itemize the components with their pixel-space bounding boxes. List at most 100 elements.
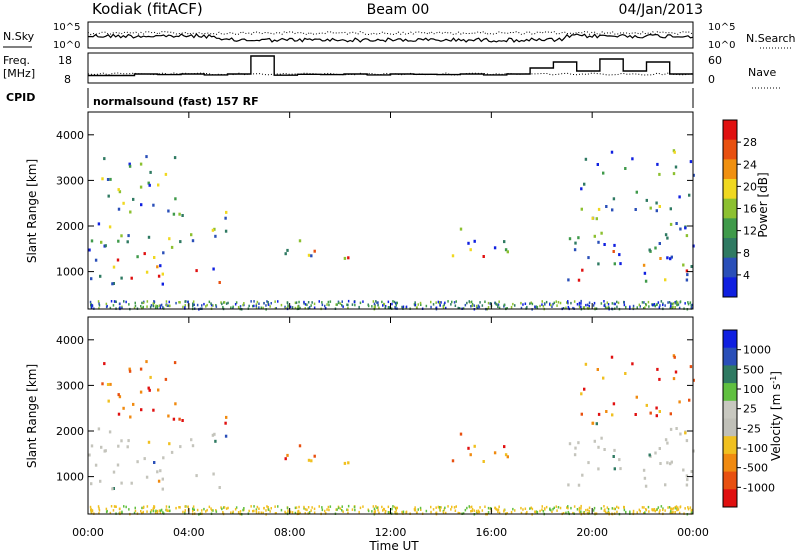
power-cell bbox=[451, 254, 455, 258]
velocity-cell bbox=[607, 508, 610, 511]
velocity-cell bbox=[471, 509, 473, 513]
power-cell bbox=[286, 301, 289, 305]
velocity-cell bbox=[462, 512, 465, 515]
power-cell bbox=[89, 300, 92, 304]
power-cell bbox=[284, 252, 287, 256]
velocity-cell bbox=[160, 508, 163, 512]
power-cell bbox=[287, 304, 289, 307]
power-cell bbox=[210, 302, 212, 305]
colorbar-segment bbox=[723, 436, 737, 455]
velocity-cell bbox=[263, 507, 265, 510]
power-cell bbox=[487, 301, 490, 305]
power-cell bbox=[117, 188, 120, 192]
velocity-cell bbox=[445, 511, 447, 515]
velocity-cell bbox=[550, 508, 552, 512]
velocity-echoes bbox=[88, 354, 695, 516]
velocity-cell bbox=[466, 506, 468, 510]
velocity-cell bbox=[691, 508, 694, 512]
power-cell bbox=[220, 301, 222, 304]
power-cell bbox=[466, 301, 468, 305]
velocity-cell bbox=[225, 507, 228, 510]
velocity-cell bbox=[289, 510, 292, 514]
power-y-ticks: 1000 2000 3000 4000 bbox=[56, 129, 693, 279]
velocity-cell bbox=[580, 504, 582, 508]
velocity-cell bbox=[577, 441, 580, 445]
velocity-cell bbox=[611, 507, 614, 510]
velocity-cell bbox=[374, 509, 376, 512]
velocity-cell bbox=[638, 508, 641, 512]
colorbar-segment bbox=[723, 471, 737, 490]
power-cell bbox=[596, 163, 599, 166]
velocity-cell bbox=[439, 509, 441, 512]
power-panel: Slant Range [km] 1000 2000 3000 4000 4 8 12 16… bbox=[25, 111, 770, 311]
velocity-cell bbox=[597, 445, 600, 449]
power-cell bbox=[159, 264, 162, 268]
power-cell bbox=[294, 306, 297, 310]
power-cell bbox=[471, 303, 474, 306]
velocity-cell bbox=[179, 445, 182, 449]
power-cell bbox=[112, 282, 115, 285]
power-cell bbox=[675, 302, 677, 305]
power-cell bbox=[106, 178, 110, 181]
power-cell bbox=[414, 303, 416, 307]
colorbar-tick-label: 100 bbox=[743, 383, 764, 396]
velocity-cell bbox=[184, 509, 186, 512]
power-cell bbox=[603, 304, 605, 307]
power-cell bbox=[377, 303, 379, 307]
velocity-cell bbox=[468, 505, 470, 508]
velocity-cell bbox=[459, 432, 463, 436]
power-cell bbox=[638, 303, 641, 307]
velocity-cell bbox=[362, 505, 364, 508]
velocity-cell bbox=[374, 510, 376, 514]
power-cell bbox=[255, 306, 258, 309]
velocity-cell bbox=[110, 505, 113, 508]
power-cell bbox=[223, 301, 225, 304]
colorbar-tick-label: 1000 bbox=[743, 344, 771, 357]
power-cell bbox=[479, 301, 481, 304]
velocity-cell bbox=[307, 458, 311, 462]
power-cell bbox=[664, 233, 668, 237]
velocity-cell bbox=[142, 510, 144, 514]
velocity-cell bbox=[341, 505, 343, 508]
velocity-cell bbox=[311, 506, 313, 509]
velocity-cell bbox=[669, 462, 672, 466]
power-cell bbox=[389, 306, 391, 309]
noise-panel: N.Sky 10^5 10^0 10^5 10^0 N.Search bbox=[3, 21, 796, 51]
power-cell bbox=[285, 307, 287, 310]
velocity-cell bbox=[479, 506, 481, 509]
velocity-cell bbox=[471, 508, 474, 511]
power-cell bbox=[358, 305, 360, 309]
power-cell bbox=[193, 303, 195, 306]
power-cell bbox=[600, 231, 603, 235]
power-cell bbox=[125, 300, 127, 304]
power-cell bbox=[105, 305, 108, 309]
power-cell bbox=[172, 212, 176, 216]
power-cell bbox=[612, 197, 616, 201]
power-cell bbox=[550, 303, 552, 307]
power-cell bbox=[635, 190, 638, 194]
velocity-cell bbox=[588, 512, 590, 515]
power-cell bbox=[376, 301, 378, 304]
velocity-cell bbox=[210, 508, 213, 512]
noise-search-series bbox=[87, 30, 694, 36]
velocity-cell bbox=[225, 415, 228, 419]
velocity-cell bbox=[669, 510, 672, 513]
colorbar-segment bbox=[723, 489, 737, 508]
power-cell bbox=[636, 306, 638, 309]
velocity-cell bbox=[181, 419, 184, 422]
power-cell bbox=[583, 182, 586, 186]
velocity-cell bbox=[666, 441, 669, 445]
velocity-cell bbox=[153, 461, 156, 464]
velocity-cell bbox=[573, 453, 577, 457]
velocity-cell bbox=[392, 505, 394, 508]
velocity-cell bbox=[631, 362, 634, 366]
power-cell bbox=[439, 304, 441, 307]
velocity-cell bbox=[128, 369, 132, 373]
power-cell bbox=[192, 304, 194, 308]
power-cell bbox=[679, 227, 682, 231]
velocity-cell bbox=[675, 507, 677, 510]
velocity-cell bbox=[232, 510, 234, 514]
velocity-cell bbox=[632, 509, 635, 513]
velocity-cell bbox=[372, 505, 375, 508]
velocity-cell bbox=[262, 511, 264, 515]
